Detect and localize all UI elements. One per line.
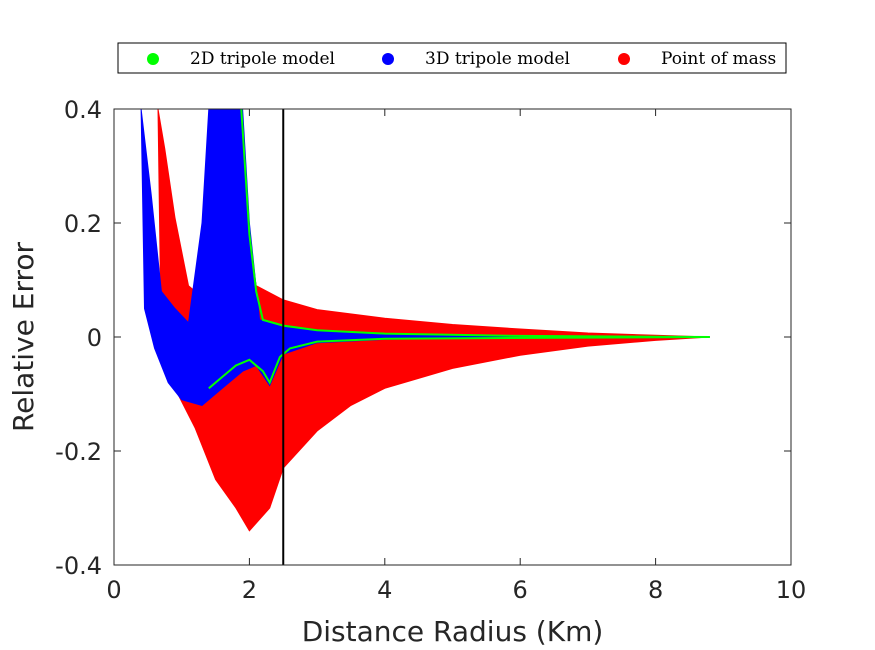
legend-marker-3d-tripole-model <box>382 53 394 65</box>
legend-label-point-of-mass: Point of mass <box>661 49 776 69</box>
legend-marker-2d-tripole-model <box>147 53 159 65</box>
x-tick-label: 8 <box>648 576 663 604</box>
y-tick-label: 0.4 <box>64 96 102 124</box>
legend-marker-point-of-mass <box>618 53 630 65</box>
legend-label-3d-tripole-model: 3D tripole model <box>425 49 570 69</box>
y-tick-label: 0.2 <box>64 210 102 238</box>
y-tick-label: -0.2 <box>55 438 102 466</box>
y-axis-label: Relative Error <box>7 241 40 432</box>
legend-label-2d-tripole-model: 2D tripole model <box>190 49 335 69</box>
plot-series-group <box>140 109 710 532</box>
x-tick-label: 0 <box>106 576 121 604</box>
y-tick-label: 0 <box>87 324 102 352</box>
legend-box <box>117 42 787 74</box>
x-tick-label: 2 <box>242 576 257 604</box>
series-2d-tripole-model-upper <box>240 109 710 338</box>
x-axis-label: Distance Radius (Km) <box>302 615 604 648</box>
legend: 2D tripole model 3D tripole model Point of… <box>117 42 787 74</box>
x-tick-label: 6 <box>513 576 528 604</box>
tick-labels-group: 0 2 4 6 8 10 0.4 0.2 0 -0.2 -0.4 <box>55 96 806 604</box>
tick-marks <box>113 108 792 566</box>
x-tick-label: 4 <box>377 576 392 604</box>
y-tick-label: -0.4 <box>55 552 102 580</box>
series-2d-tripole-model-lower <box>208 336 710 390</box>
x-tick-label: 10 <box>776 576 807 604</box>
